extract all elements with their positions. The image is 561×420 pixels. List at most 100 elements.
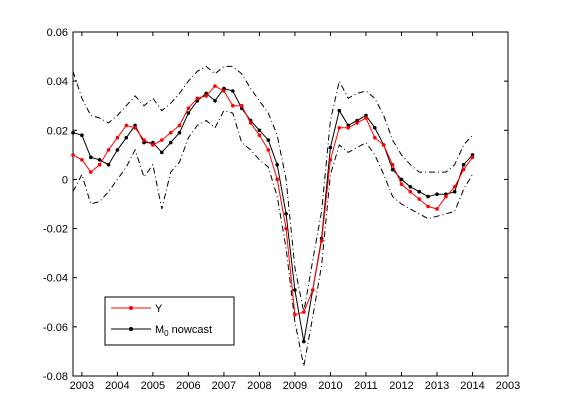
y-series-point [435,207,439,211]
y-tick-label: -0.04 [43,273,68,285]
nowcast-point [80,133,84,137]
y-series-point [373,135,377,140]
y-series-point [337,126,342,130]
x-tick-label: 2010 [318,380,342,392]
legend-m0-marker [129,327,133,331]
nowcast-point [390,167,395,172]
nowcast-point [302,339,306,344]
y-series-point [452,185,457,189]
y-series-point [133,126,137,130]
x-axis-ticks: 2003 2004 2005 2006 2007 2008 2009 2010 2011 2012… [70,32,520,392]
nowcast-point [115,148,120,152]
nowcast-point [89,155,93,160]
nowcast-point [337,108,342,113]
x-tick-label: 2014 [460,380,484,392]
legend-box [104,296,235,346]
nowcast-point [408,185,413,189]
legend-m0-label-main: M [155,324,164,336]
y-series-point [115,135,120,140]
nowcast-point [142,140,146,145]
legend-m0-label-rest: nowcast [169,324,212,336]
x-tick-label: 2012 [389,380,413,392]
legend-m0-label: M0 nowcast [155,324,212,338]
y-series-point [151,143,155,147]
nowcast-point [399,177,404,182]
y-series-point [346,126,351,130]
y-series-point [106,148,111,152]
nowcast-point [257,128,262,133]
y-series-point [239,103,244,108]
x-tick-label: 2004 [105,380,129,392]
nowcast-point [293,288,297,292]
nowcast-point [417,189,422,194]
y-series-point [444,194,448,199]
y-series-point [302,310,306,314]
x-tick-label: 2006 [176,380,200,392]
nowcast-point [168,140,173,145]
nowcast-point [222,86,226,91]
nowcast-point [160,150,164,155]
nowcast-point [213,99,217,103]
y-tick-label: -0.06 [43,322,68,334]
y-series-point [470,155,475,160]
x-tick-label: 2005 [141,380,165,392]
nowcast-point [461,162,466,167]
y-series-point [89,170,93,174]
y-tick-label: 0 [62,174,68,186]
y-series-point [417,197,422,201]
y-axis-ticks: 0.06 0.04 0.02 0 -0.02 -0.04 -0.06 -0.08 [43,27,508,383]
nowcast-point [124,135,129,140]
nowcast-point [328,145,333,150]
y-series-line [72,85,473,316]
legend-m0-label-sub: 0 [164,329,169,338]
legend-y-label: Y [155,303,163,315]
y-series-point [275,177,280,182]
y-series-point [222,89,226,93]
nowcast-point [97,158,102,162]
nowcast-point [275,162,280,167]
y-series-point [328,158,333,162]
nowcast-point [452,189,457,194]
y-series-point [248,121,253,125]
x-tick-label: 2003 [496,380,520,392]
y-series-point [186,106,191,110]
y-series-point [266,148,271,152]
x-tick-label: 2008 [247,380,271,392]
x-tick-label: 2003 [70,380,94,392]
y-series-point [71,153,75,157]
nowcast-point [186,111,191,115]
y-series-point [177,123,182,128]
x-tick-label: 2009 [283,380,307,392]
y-tick-label: 0.02 [47,125,68,137]
y-series-point [97,162,102,167]
y-series-point [408,189,413,194]
y-series-point [160,138,164,142]
y-series-point [319,239,324,243]
x-tick-label: 2007 [212,380,236,392]
y-series-point [168,130,173,135]
nowcast-point [373,126,377,130]
y-series-point [364,116,368,120]
y-series-point [213,84,217,88]
y-tick-label: -0.08 [43,371,68,383]
y-tick-label: 0.04 [47,76,68,88]
y-series-point [142,138,146,142]
y-series-point [310,288,315,292]
y-tick-label: 0.06 [47,27,68,39]
nowcast-point [177,130,182,135]
nowcast-point [426,194,430,199]
nowcast-point [71,130,75,135]
series-layer [71,65,475,367]
y-series-point [390,162,395,167]
nowcast-point [284,212,288,216]
y-series-point [426,204,430,209]
y-series-point [257,133,262,137]
y-series-point [80,158,84,162]
y-series-point [355,121,359,125]
y-series-point [231,103,235,108]
nowcast-point [364,113,368,118]
x-tick-label: 2013 [425,380,449,392]
x-tick-label: 2011 [354,380,378,392]
nowcast-point [106,162,111,167]
